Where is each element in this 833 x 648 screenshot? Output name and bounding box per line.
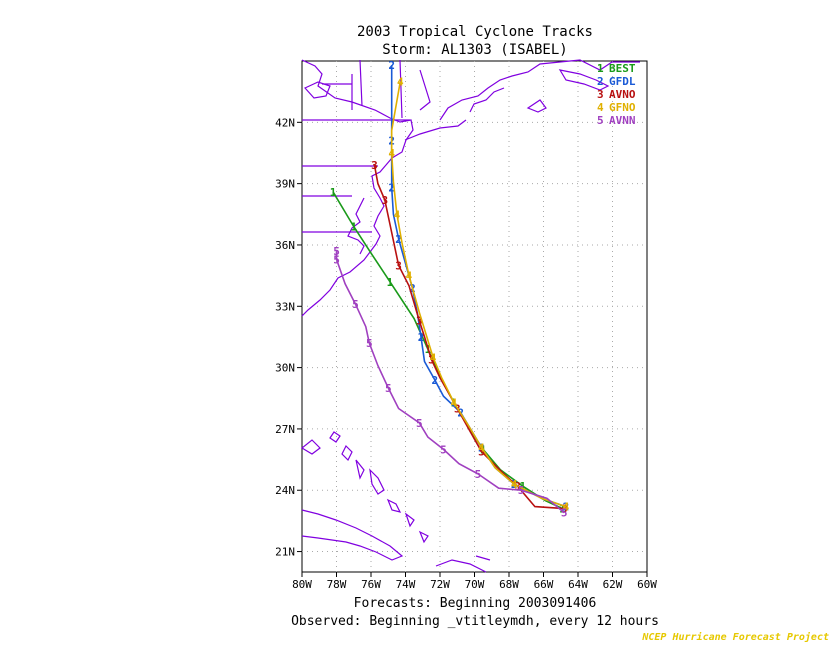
legend-number: 4 <box>597 101 604 114</box>
legend-label-avnn: AVNN <box>609 114 636 127</box>
nova-scotia <box>558 69 610 91</box>
legend-label-avno: AVNO <box>609 88 636 101</box>
legend: 1 BEST 2 GFDL 3 AVNO 4 GFNO 5 AVNN <box>597 62 636 127</box>
track-point-label: 5 <box>333 253 340 266</box>
title-line-1: 2003 Tropical Cyclone Tracks <box>357 24 593 40</box>
track-point-label: 4 <box>394 208 401 221</box>
track-point-label: 2 <box>388 59 395 72</box>
florida-keys <box>300 439 321 455</box>
track-point-label: 4 <box>430 351 437 364</box>
track-point-label: 3 <box>561 503 568 516</box>
x-tick-label: 60W <box>637 578 657 591</box>
track-point-label: 4 <box>397 75 404 88</box>
track-point-label: 2 <box>418 331 425 344</box>
track-point-label: 1 <box>387 276 394 289</box>
x-tick-label: 64W <box>568 578 588 591</box>
state-borders <box>302 59 431 233</box>
x-tick-label: 74W <box>396 578 416 591</box>
lake-outline <box>304 81 331 99</box>
legend-number: 2 <box>597 75 604 88</box>
bahamas-2 <box>369 468 429 544</box>
legend-label-best: BEST <box>609 62 636 75</box>
track-line <box>390 81 567 508</box>
legend-number: 5 <box>597 114 604 127</box>
new-england-coast <box>439 59 640 121</box>
track-point-label: 2 <box>563 501 570 514</box>
cape-cod <box>526 99 547 113</box>
legend-number: 3 <box>597 88 604 101</box>
track-point-label: 3 <box>395 259 402 272</box>
cuba-coast <box>301 509 404 561</box>
track-point-label: 5 <box>518 484 525 497</box>
track-point-label: 1 <box>350 221 357 234</box>
map-plot-area: 1111111122222222222333333333444444444555… <box>300 59 648 573</box>
y-tick-label: 27N <box>275 423 295 436</box>
track-point-label: 3 <box>381 194 388 207</box>
y-tick-label: 33N <box>275 300 295 313</box>
legend-number: 1 <box>597 62 604 75</box>
storm-tracks: 1111111122222222222333333333444444444555… <box>330 59 570 520</box>
x-tick-label: 72W <box>430 578 450 591</box>
track-point-label: 5 <box>475 468 482 481</box>
x-tick-label: 62W <box>603 578 623 591</box>
track-point-label: 4 <box>511 478 518 491</box>
track-point-label: 3 <box>371 159 378 172</box>
x-tick-label: 76W <box>361 578 381 591</box>
y-tick-label: 24N <box>275 484 295 497</box>
track-point-label: 5 <box>416 417 423 430</box>
footer-line-2: Observed: Beginning _vtitleymdh, every 1… <box>291 614 659 629</box>
lat-lon-grid <box>302 61 647 572</box>
legend-label-gfdl: GFDL <box>609 75 636 88</box>
track-point-label: 4 <box>563 501 570 514</box>
hispaniola-coast <box>435 555 491 573</box>
legend-label-gfno: GFNO <box>609 101 636 114</box>
track-point-label: 5 <box>352 298 359 311</box>
track-point-label: 4 <box>478 441 485 454</box>
track-line <box>335 251 565 514</box>
x-tick-label: 78W <box>327 578 347 591</box>
y-tick-label: 30N <box>275 362 295 375</box>
bahamas-1 <box>329 431 365 480</box>
y-tick-label: 36N <box>275 239 295 252</box>
track-point-label: 5 <box>366 337 373 350</box>
track-point-label: 1 <box>519 480 526 493</box>
track-point-label: 2 <box>432 374 439 387</box>
x-tick-label: 68W <box>499 578 519 591</box>
track-point-label: 2 <box>395 233 402 246</box>
new-england-coast-2 <box>469 87 505 113</box>
track-point-label: 4 <box>388 147 395 160</box>
track-gfno: 4 4 4 4 4 4 4 4 4 <box>388 75 569 513</box>
track-point-label: 4 <box>450 396 457 409</box>
x-tick-label: 66W <box>534 578 554 591</box>
track-point-label: 5 <box>561 507 568 520</box>
track-point-label: 5 <box>333 245 340 258</box>
x-axis-ticks: 80W 78W 76W 74W 72W 70W 68W 66W 64W 62W 60W <box>292 572 657 591</box>
long-island-coast <box>404 119 467 141</box>
credit-text: NCEP Hurricane Forecast Project <box>641 631 829 643</box>
track-point-label: 4 <box>406 270 413 283</box>
track-line <box>373 165 565 510</box>
track-point-label: 1 <box>330 186 337 199</box>
y-tick-label: 42N <box>275 116 295 129</box>
y-tick-label: 39N <box>275 178 295 191</box>
track-point-label: 5 <box>440 443 447 456</box>
track-point-label: 3 <box>428 353 435 366</box>
x-tick-label: 80W <box>292 578 312 591</box>
track-point-label: 3 <box>416 315 423 328</box>
delaware-chesapeake-coast <box>347 197 365 255</box>
track-point-label: 5 <box>385 382 392 395</box>
track-point-label: 3 <box>478 445 485 458</box>
footer-line-1: Forecasts: Beginning 2003091406 <box>354 596 597 611</box>
title-line-2: Storm: AL1303 (ISABEL) <box>382 42 567 58</box>
x-tick-label: 70W <box>465 578 485 591</box>
y-tick-label: 21N <box>275 546 295 559</box>
track-point-label: 2 <box>388 182 395 195</box>
y-axis-ticks: 21N 24N 27N 30N 33N 36N 39N 42N <box>275 116 302 559</box>
